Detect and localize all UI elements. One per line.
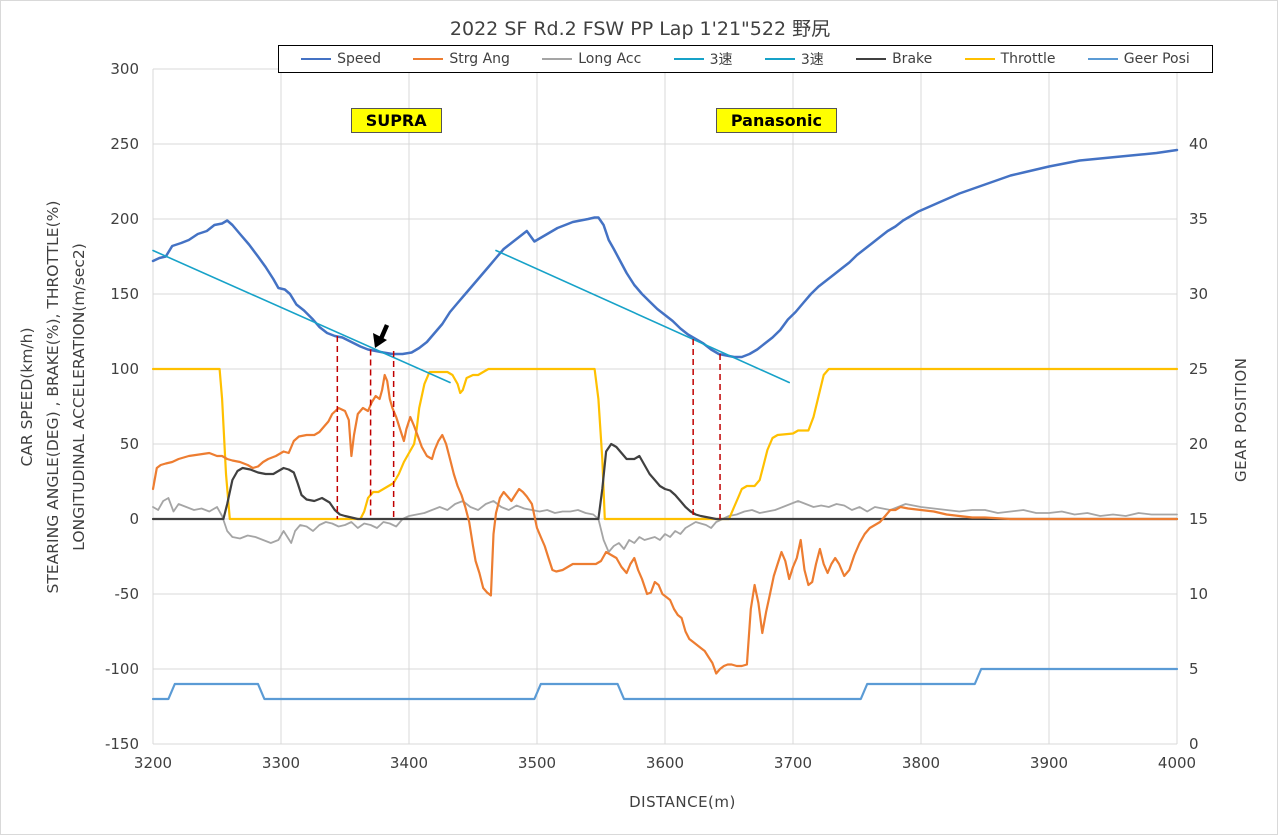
legend-item: Speed <box>301 51 381 67</box>
y2-tick-label: 20 <box>1189 435 1208 453</box>
series-line-3 <box>152 249 451 384</box>
y-tick-label: 100 <box>110 360 139 378</box>
y2-tick-label: 40 <box>1189 135 1208 153</box>
x-tick-label: 3700 <box>774 754 812 772</box>
annotation-supra: SUPRA <box>350 107 442 133</box>
y-axis-title-line-2: STEARING ANGLE(DEG) , BRAKE(%), THROTTLE… <box>44 200 62 594</box>
legend-label: Long Acc <box>578 51 642 67</box>
series-line-6 <box>151 367 1179 521</box>
y-tick-label: -150 <box>105 735 139 753</box>
legend-item: Throttle <box>964 51 1056 67</box>
y-tick-label: 200 <box>110 210 139 228</box>
legend-item: Strg Ang <box>413 51 510 67</box>
legend-item: Long Acc <box>542 51 641 67</box>
x-tick-label: 3300 <box>262 754 300 772</box>
x-tick-label: 4000 <box>1158 754 1196 772</box>
legend-swatch <box>764 57 795 61</box>
y-axis-title-line-1: CAR SPEED(km/h) <box>18 327 36 467</box>
legend-swatch <box>673 57 704 61</box>
x-tick-label: 3500 <box>518 754 556 772</box>
y-axis-title-line-3: LONGITUDINAL ACCELERATION(m/sec2) <box>70 243 88 551</box>
x-tick-label: 3200 <box>134 754 172 772</box>
series-line-4 <box>495 249 791 384</box>
legend-label: Strg Ang <box>449 51 510 67</box>
legend-label: Geer Posi <box>1123 51 1190 67</box>
y-tick-label: -50 <box>115 585 140 603</box>
legend-swatch <box>1087 57 1118 61</box>
legend-swatch <box>856 57 887 61</box>
series-line-1 <box>151 373 1179 675</box>
legend-label: 3速 <box>800 52 824 68</box>
y2-tick-label: 30 <box>1189 285 1208 303</box>
y2-tick-label: 10 <box>1189 585 1208 603</box>
annotation-panasonic: Panasonic <box>715 107 838 133</box>
y2-tick-label: 35 <box>1189 210 1208 228</box>
y2-axis-title: GEAR POSITION <box>1232 357 1250 482</box>
legend-swatch <box>301 57 332 61</box>
x-tick-label: 3800 <box>902 754 940 772</box>
legend-swatch <box>542 57 573 61</box>
chart-title: 2022 SF Rd.2 FSW PP Lap 1'21"522 野尻 <box>449 18 831 40</box>
y-axis-title: CAR SPEED(km/h) STEARING ANGLE(DEG) , BR… <box>14 162 92 632</box>
y2-tick-label: 0 <box>1189 735 1199 753</box>
legend-item: 3速 <box>764 49 824 69</box>
legend-swatch <box>964 57 995 61</box>
legend-label: Speed <box>337 51 382 67</box>
legend-item: Geer Posi <box>1087 51 1190 67</box>
legend-item: 3速 <box>673 49 733 69</box>
y-tick-label: -100 <box>105 660 139 678</box>
x-tick-label: 3400 <box>390 754 428 772</box>
y-tick-label: 250 <box>110 135 139 153</box>
y2-tick-label: 15 <box>1189 510 1208 528</box>
y2-tick-label: 5 <box>1189 660 1199 678</box>
legend-label: Throttle <box>1000 51 1056 67</box>
legend-swatch <box>413 57 444 61</box>
y-tick-label: 50 <box>120 435 139 453</box>
y-tick-label: 0 <box>129 510 139 528</box>
series-line-7 <box>151 667 1179 701</box>
y-tick-label: 300 <box>110 60 139 78</box>
x-axis-title: DISTANCE(m) <box>629 793 736 811</box>
series-line-5 <box>151 442 1179 521</box>
x-tick-label: 3900 <box>1030 754 1068 772</box>
legend-label: 3速 <box>709 52 733 68</box>
chart-legend: Speed Strg Ang Long Acc 3速 3速 Brake Throttle Ge… <box>278 45 1213 73</box>
y2-tick-label: 25 <box>1189 360 1208 378</box>
series-line-0 <box>151 148 1179 359</box>
y-tick-label: 150 <box>110 285 139 303</box>
legend-item: Brake <box>856 51 932 67</box>
x-tick-label: 3600 <box>646 754 684 772</box>
arrow-head <box>373 333 387 348</box>
legend-label: Brake <box>892 51 933 67</box>
